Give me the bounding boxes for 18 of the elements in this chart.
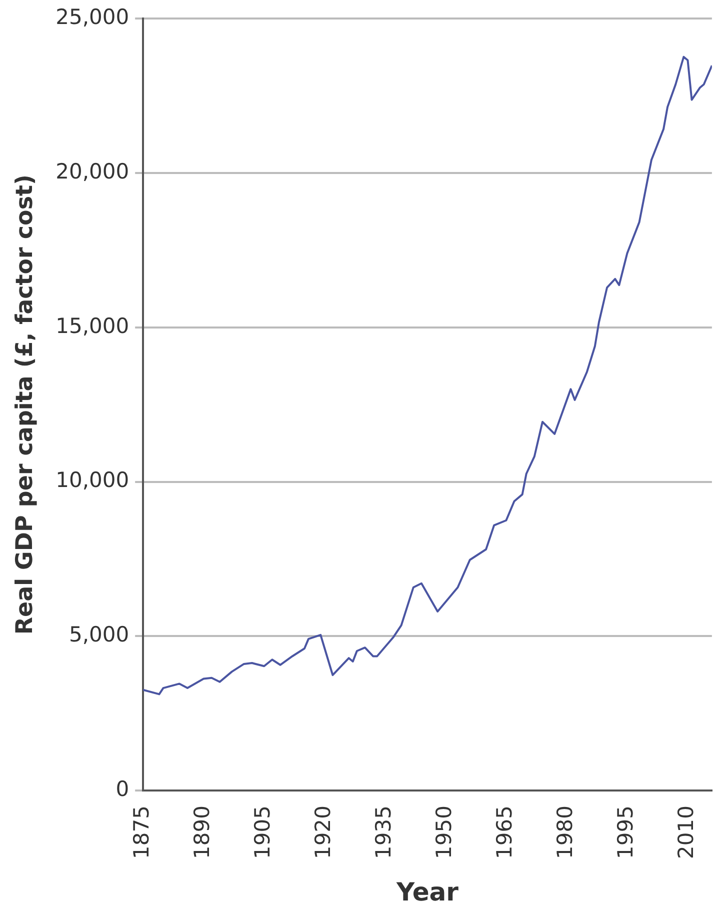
x-tick-label: 1905: [250, 806, 275, 860]
x-tick-label: 2010: [674, 806, 698, 860]
y-tick-label: 5,000: [68, 622, 130, 647]
x-tick-label: 1920: [311, 806, 336, 860]
x-tick-label: 1965: [492, 806, 517, 860]
x-tick-label: 1890: [190, 806, 214, 860]
x-tick-label: 1935: [372, 806, 396, 860]
x-tick-label: 1875: [130, 806, 154, 860]
y-tick-label: 15,000: [56, 314, 130, 338]
x-axis-title: Year: [396, 878, 460, 906]
x-tick-label: 1995: [614, 806, 638, 860]
y-tick-label: 25,000: [56, 5, 130, 30]
y-axis-title: Real GDP per capita (£, factor cost): [12, 174, 38, 635]
y-tick-label: 0: [116, 777, 130, 802]
y-tick-label: 10,000: [56, 468, 130, 492]
x-tick-label: 1950: [432, 806, 456, 860]
y-tick-label: 20,000: [56, 159, 130, 184]
x-tick-label: 1980: [553, 806, 578, 860]
